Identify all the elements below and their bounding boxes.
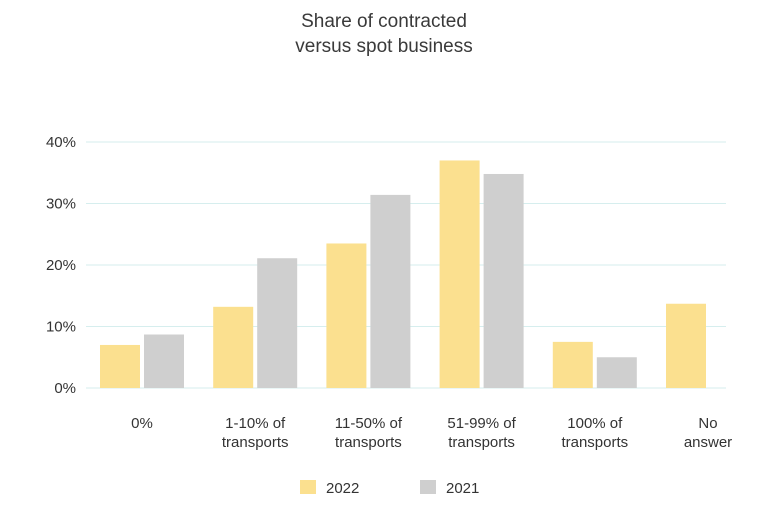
x-category-label: No answer	[684, 415, 732, 451]
bar-2022-1-10-of-transports	[213, 306, 254, 388]
chart-title: Share of contracted versus spot business	[295, 11, 472, 57]
legend-label-2022: 2022	[326, 480, 359, 497]
x-axis-category-labels: 0% 1-10% of transports 11-50% of transports 5…	[131, 415, 732, 451]
legend-swatch-2022	[300, 480, 316, 494]
bar-2021-1-10-of-transports	[257, 258, 298, 388]
y-tick-label: 40%	[46, 134, 76, 151]
bar-2022-no-answer	[666, 303, 706, 388]
x-category-label: 11-50% of transports	[335, 415, 403, 451]
chart-title-line-1: Share of contracted	[301, 11, 467, 32]
bar-2021-0-	[144, 334, 184, 388]
x-category-label: 1-10% of transports	[222, 415, 289, 451]
x-category-label: 100% of transports	[561, 415, 628, 451]
bar-2022-11-50-of-transports	[326, 243, 367, 388]
y-tick-label: 20%	[46, 257, 76, 274]
legend-swatch-2021	[420, 480, 436, 494]
bars	[100, 160, 706, 388]
bar-2022-51-99-of-transports	[439, 160, 480, 388]
y-tick-label: 30%	[46, 196, 76, 213]
chart-title-line-2: versus spot business	[295, 36, 472, 57]
y-tick-label: 10%	[46, 319, 76, 336]
y-tick-label: 0%	[54, 380, 76, 397]
x-category-label: 0%	[131, 415, 153, 432]
legend-label-2021: 2021	[446, 480, 479, 497]
legend: 2022 2021	[300, 480, 479, 497]
x-category-label: 51-99% of transports	[447, 415, 516, 451]
bar-2021-11-50-of-transports	[370, 194, 411, 388]
bar-2021-100-of-transports	[596, 357, 637, 388]
bar-2022-100-of-transports	[552, 341, 593, 388]
y-axis-tick-labels: 0% 10% 20% 30% 40%	[46, 134, 76, 397]
bar-2022-0-	[100, 344, 140, 388]
bar-2021-51-99-of-transports	[483, 173, 524, 388]
